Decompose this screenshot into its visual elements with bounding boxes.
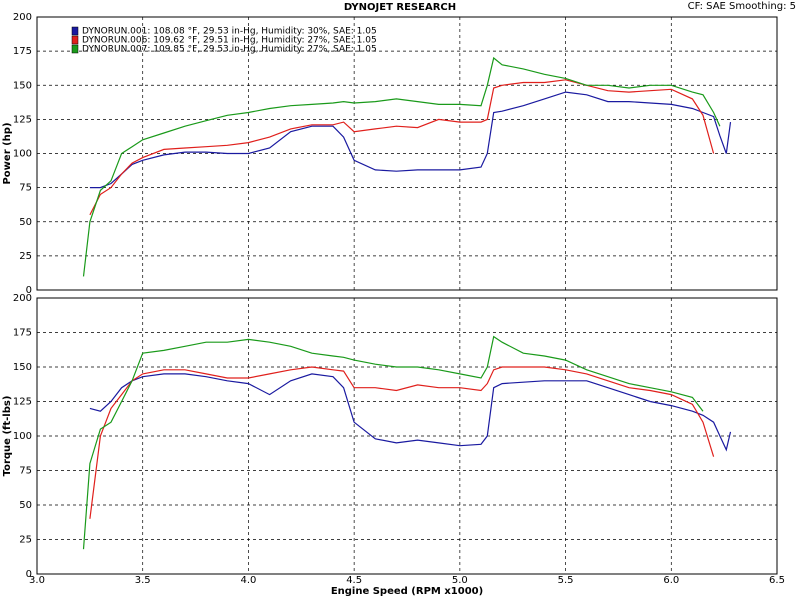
y-axis-label: Torque (ft-lbs) xyxy=(2,396,13,477)
y-tick-label: 200 xyxy=(13,12,32,23)
y-tick-label: 25 xyxy=(19,535,32,546)
y-tick-label: 75 xyxy=(19,466,32,477)
legend-swatch xyxy=(71,26,79,36)
y-tick-label: 200 xyxy=(13,293,32,304)
x-tick-label: 6.5 xyxy=(769,575,785,586)
x-tick-label: 3.5 xyxy=(135,575,151,586)
legend-swatch xyxy=(71,44,79,54)
y-tick-label: 150 xyxy=(13,80,32,91)
legend-label: DYNORUN.006: 109.62 °F, 29.51 in-Hg, Hum… xyxy=(82,36,377,46)
x-tick-label: 4.5 xyxy=(346,575,362,586)
y-axis-label: Power (hp) xyxy=(2,122,13,184)
plot-area xyxy=(37,298,777,574)
y-tick-label: 125 xyxy=(13,397,32,408)
legend-swatch xyxy=(71,35,79,45)
legend-label: DYNORUN.001: 108.08 °F, 29.53 in-Hg, Hum… xyxy=(82,27,377,37)
y-tick-label: 75 xyxy=(19,183,32,194)
y-tick-label: 150 xyxy=(13,362,32,373)
series-line xyxy=(89,366,715,519)
x-tick-label: 5.5 xyxy=(558,575,574,586)
y-tick-label: 175 xyxy=(13,328,32,339)
chart-title: DYNOJET RESEARCH xyxy=(344,2,456,13)
plot-frame xyxy=(36,297,778,575)
x-tick-label: 3.0 xyxy=(29,575,45,586)
legend-label: DYNORUN.007: 109.85 °F, 29.53 in-Hg, Hum… xyxy=(82,45,377,55)
series-line xyxy=(82,335,704,550)
chart-info: CF: SAE Smoothing: 5 xyxy=(688,1,796,12)
x-tick-label: 6.0 xyxy=(663,575,679,586)
y-tick-label: 100 xyxy=(13,431,32,442)
x-tick-label: 4.0 xyxy=(240,575,256,586)
y-tick-label: 100 xyxy=(13,149,32,160)
y-tick-label: 0 xyxy=(26,285,32,296)
y-tick-label: 125 xyxy=(13,114,32,125)
y-tick-label: 175 xyxy=(13,46,32,57)
plot-area xyxy=(37,17,777,290)
x-axis-label: Engine Speed (RPM x1000) xyxy=(331,586,483,596)
x-tick-label: 5.0 xyxy=(452,575,468,586)
y-tick-label: 25 xyxy=(19,251,32,262)
series-line xyxy=(82,56,721,277)
series-line xyxy=(89,91,732,189)
series-line xyxy=(89,79,715,216)
y-tick-label: 50 xyxy=(19,217,32,228)
plot-frame xyxy=(36,16,778,291)
y-tick-label: 50 xyxy=(19,500,32,511)
y-tick-label: 0 xyxy=(26,569,32,580)
series-line xyxy=(89,373,732,452)
